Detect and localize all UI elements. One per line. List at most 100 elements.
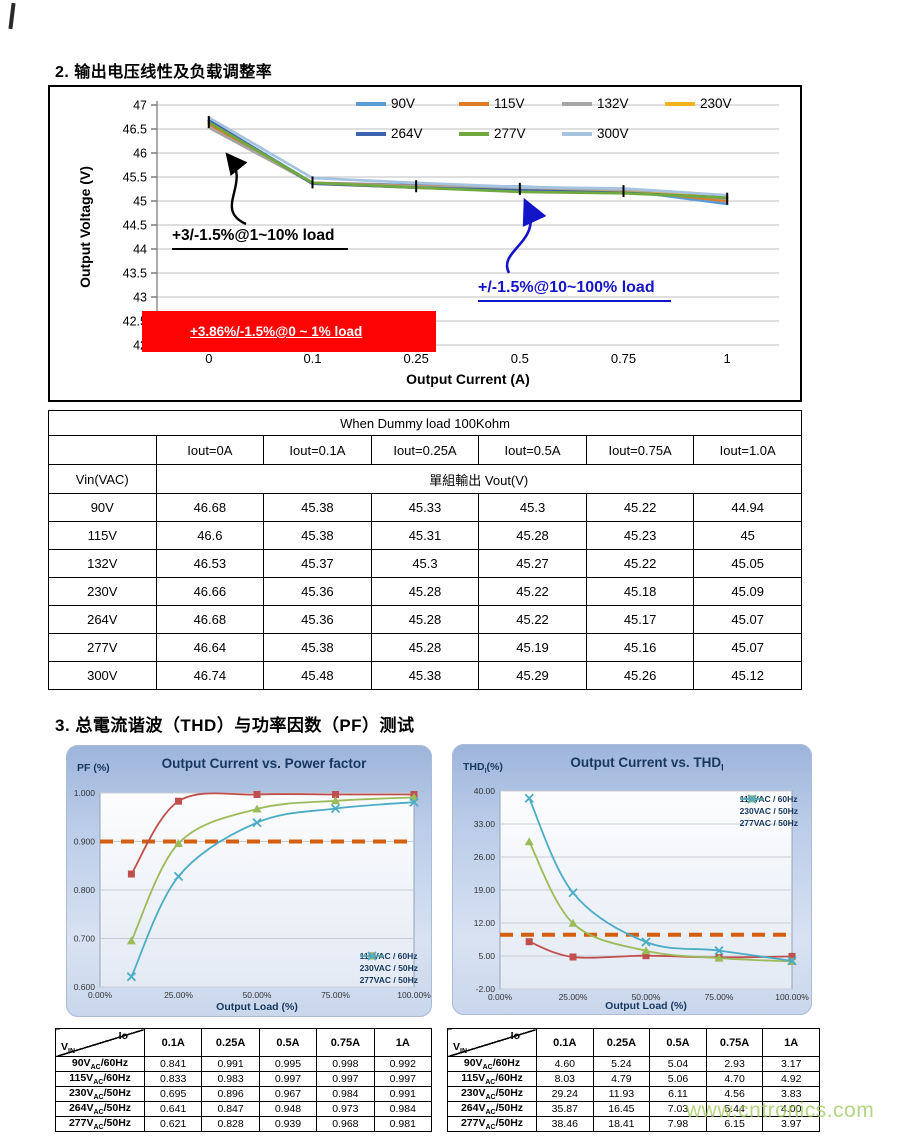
series-marker <box>525 938 533 946</box>
y-tick-label: 45.5 <box>123 171 147 185</box>
row-label-sub: AC <box>485 1109 496 1117</box>
y-tick-label: 5.00 <box>478 951 495 961</box>
y-tick-label: 45 <box>133 195 147 209</box>
table-cell: 0.847 <box>201 1101 260 1118</box>
series-marker <box>174 838 183 847</box>
legend-swatch <box>356 101 386 106</box>
table-row: 230VAC/50Hz 29.24 11.93 6.11 4.56 3.83 <box>447 1086 820 1103</box>
table-cell: 45.28 <box>370 633 480 662</box>
table-cell: 46.74 <box>155 661 265 690</box>
row-label-sub: AC <box>93 1124 104 1132</box>
corner-vin-sub: IN <box>68 1048 76 1055</box>
vout-chart-legend-row2: 264V 277V 300V <box>356 126 665 141</box>
row-label: 264VAC/50Hz <box>447 1101 537 1118</box>
table-cell: 45.05 <box>693 549 802 578</box>
table-row: 300V 46.74 45.48 45.38 45.29 45.26 45.12 <box>48 661 802 690</box>
series-line-277V <box>207 120 729 199</box>
vout-chart-ylabel: Output Voltage (V) <box>77 166 93 288</box>
row-label-sub: AC <box>93 1079 104 1087</box>
row-label-main: 90V <box>463 1057 483 1069</box>
legend-item-230VAC-50Hz: 230VAC / 50Hz <box>739 794 798 816</box>
table-cell: 45.29 <box>478 661 587 690</box>
legend-item-264V: 264V <box>356 126 459 141</box>
legend-label: 90V <box>391 96 416 111</box>
table-cell: 0.984 <box>316 1086 375 1103</box>
vout-chart-ylabel-wrap: Output Voltage (V) <box>76 87 94 367</box>
legend-swatch <box>356 131 386 136</box>
column-header: 0.75A <box>705 1028 764 1057</box>
table-cell: 0.997 <box>316 1071 375 1088</box>
vout-chart-point-ticks <box>207 115 729 205</box>
table-cell: 46.53 <box>155 549 265 578</box>
pf-chart-ylabel: PF (%) <box>77 762 110 774</box>
table-cell: 45.38 <box>263 493 372 522</box>
table-row: 264VAC/50Hz 0.641 0.847 0.948 0.973 0.984 <box>55 1101 433 1118</box>
column-header: 0.1A <box>143 1028 203 1057</box>
table-row: 264VAC/50Hz 35.87 16.45 7.03 5.44 4.00 <box>447 1101 820 1118</box>
row-label-rest: /60Hz <box>103 1072 131 1085</box>
table-cell: 4.60 <box>536 1055 594 1073</box>
load-reg-note-10-100pct: +/-1.5%@10~100% load <box>478 279 671 302</box>
section3-heading: 3. 总電流谐波（THD）与功率因数（PF）测试 <box>55 716 415 735</box>
table-cell: 46.68 <box>155 605 265 634</box>
series-marker <box>127 870 135 878</box>
table-cell: 0.939 <box>258 1116 318 1133</box>
pf-title-text: Output Current vs. Power factor <box>161 756 367 771</box>
vout-chart-xlabel: Output Current (A) <box>406 371 530 387</box>
table-cell: 5.04 <box>649 1055 707 1073</box>
legend-item-277V: 277V <box>459 126 562 141</box>
row-label: 264VAC/50Hz <box>55 1101 145 1118</box>
series-marker <box>252 804 262 813</box>
row-label: 300V <box>48 661 157 690</box>
table-cell: 45.17 <box>585 605 695 634</box>
table-cell: 0.641 <box>143 1101 203 1118</box>
table-cell: 45.37 <box>263 549 372 578</box>
table-row: 264V 46.68 45.36 45.28 45.22 45.17 45.07 <box>48 605 802 634</box>
row-label-rest: /60Hz <box>100 1057 129 1069</box>
column-header: 0.5A <box>258 1028 318 1057</box>
x-tick-label: 0.00% <box>488 992 513 1002</box>
legend-label: 115VAC / 60Hz <box>359 951 418 961</box>
table-cell: 4.79 <box>592 1071 651 1088</box>
table-cell: 0.828 <box>201 1116 260 1133</box>
row-label-sub: AC <box>485 1124 496 1132</box>
table-cell: 4.92 <box>762 1071 820 1088</box>
table-cell: 45.27 <box>478 549 587 578</box>
corner-diagonal-cell: Io VIN <box>55 1028 145 1057</box>
vout-table: When Dummy load 100Kohm Iout=0A Iout=0.1A I… <box>48 410 803 690</box>
series-marker <box>569 953 577 961</box>
legend-label: 230VAC / 50Hz <box>359 963 418 973</box>
series-marker <box>126 936 136 945</box>
legend-label: 300V <box>597 126 629 141</box>
table-cell: 45.07 <box>693 605 802 634</box>
row-label: 115V <box>48 521 157 550</box>
legend-swatch <box>459 131 489 136</box>
series-marker <box>253 791 261 798</box>
row-label-main: 264V <box>460 1102 486 1115</box>
table-cell: 38.46 <box>536 1116 594 1133</box>
row-header-title: Vin(VAC) <box>48 464 157 494</box>
thd-title-text: Output Current vs. THD <box>570 755 722 770</box>
row-label-rest: /50Hz <box>495 1087 524 1100</box>
table-row: 277VAC/50Hz 38.46 18.41 7.98 6.15 3.97 <box>447 1116 820 1133</box>
table-cell: 45.16 <box>585 633 695 662</box>
table-cell: 45.22 <box>478 605 587 634</box>
series-marker <box>409 797 419 807</box>
table-cell: 35.87 <box>536 1101 594 1118</box>
legend-label: 277V <box>494 126 526 141</box>
row-label: 90VAC/60Hz <box>447 1055 537 1073</box>
table-cell: 0.981 <box>373 1116 433 1133</box>
table-cell: 0.992 <box>373 1055 433 1073</box>
y-tick-label: 47 <box>133 99 147 113</box>
legend-label: 115VAC / 60Hz <box>739 794 798 804</box>
series-line-230VAC / 50Hz <box>130 796 415 942</box>
table-cell: 5.24 <box>592 1055 651 1073</box>
table-cell: 0.968 <box>316 1116 375 1133</box>
y-tick-label: 43 <box>133 291 147 305</box>
table-cell: 0.833 <box>143 1071 203 1088</box>
table-cell: 0.621 <box>143 1116 203 1133</box>
table-cell: 45.22 <box>585 493 695 522</box>
x-tick-label: 75.00% <box>705 992 734 1002</box>
table-cell: 44.94 <box>693 493 802 522</box>
